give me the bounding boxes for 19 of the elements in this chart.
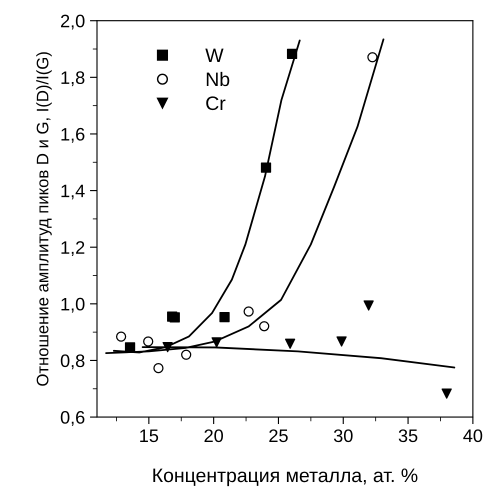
y-axis-title: Отношение амплитуд пиков D и G, I(D)/I(G) [36,52,52,386]
legend-label: Cr [206,96,226,110]
y-tick-label: 0,8 [60,354,84,370]
y-tick-label: 1,2 [61,241,84,256]
x-axis-title: Концентрация металла, ат. % [153,468,418,486]
x-tick-label: 30 [334,429,353,442]
y-tick-label: 1,8 [61,71,84,86]
legend-label: Nb [206,72,230,86]
y-tick-label: 1,4 [61,184,85,200]
x-tick-label: 40 [463,429,482,442]
y-tick-label: 0,6 [60,411,84,426]
y-tick-label: 1,0 [61,298,84,313]
y-tick-label: 1,6 [61,128,84,143]
x-tick-label: 35 [398,429,418,442]
y-tick-label: 2,0 [61,14,84,30]
legend-label: W [205,48,224,62]
x-tick-label: 25 [269,429,288,442]
x-tick-label: 20 [204,429,223,442]
x-tick-label: 15 [140,430,158,442]
